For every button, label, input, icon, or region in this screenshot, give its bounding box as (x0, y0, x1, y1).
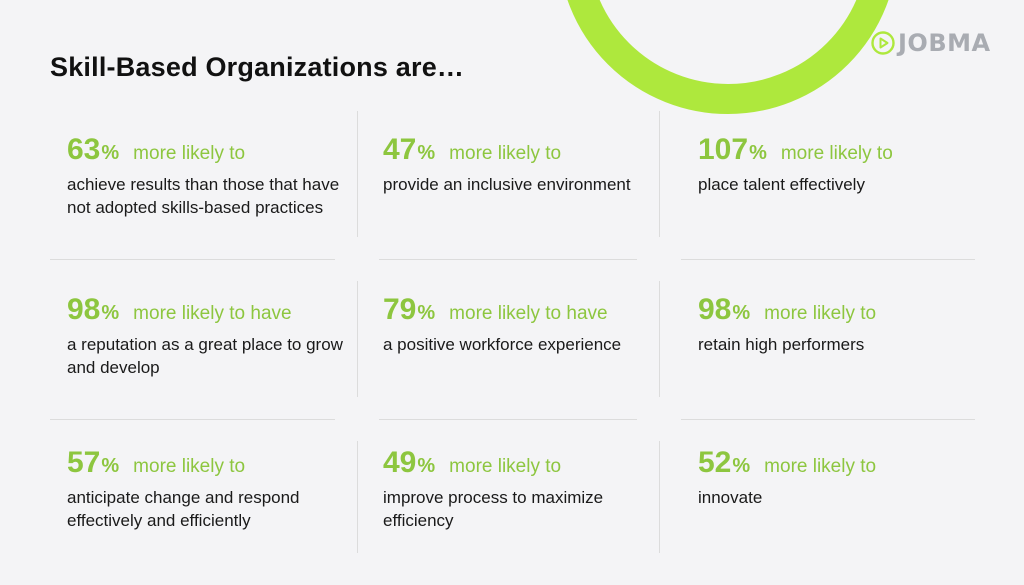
horizontal-divider (379, 259, 637, 260)
stat-value: 79 (383, 293, 417, 326)
vertical-divider (357, 281, 358, 397)
vertical-divider (659, 441, 660, 553)
stat-headline: 63% more likely to (67, 133, 347, 167)
stat-description: anticipate change and respond effectivel… (67, 488, 300, 530)
stat-card: 98% more likely to retain high performers (698, 293, 968, 356)
stat-value: 63 (67, 133, 101, 166)
stat-value: 52 (698, 446, 732, 479)
stat-unit: % (101, 142, 120, 164)
logo-text: JOBMA (898, 29, 991, 57)
stat-unit: % (417, 302, 436, 324)
stat-description: place talent effectively (698, 175, 865, 194)
stat-value: 98 (698, 293, 732, 326)
stat-description: provide an inclusive environment (383, 175, 631, 194)
horizontal-divider (50, 259, 335, 260)
stat-headline: 98% more likely to have (67, 293, 347, 327)
stat-card: 49% more likely to improve process to max… (383, 446, 648, 532)
stat-lead: more likely to (764, 303, 877, 324)
stat-value: 98 (67, 293, 101, 326)
stat-card: 98% more likely to have a reputation as a… (67, 293, 347, 379)
stat-lead: more likely to have (133, 303, 292, 324)
stat-headline: 98% more likely to (698, 293, 968, 327)
stat-unit: % (749, 142, 767, 164)
stat-headline: 49% more likely to (383, 446, 648, 480)
vertical-divider (659, 111, 660, 237)
stat-headline: 47% more likely to (383, 133, 648, 167)
stat-lead: more likely to (449, 143, 562, 164)
stat-description: achieve results than those that have not… (67, 175, 340, 217)
stat-value: 57 (67, 446, 101, 479)
horizontal-divider (681, 419, 975, 420)
horizontal-divider (379, 419, 637, 420)
stat-value: 49 (383, 446, 417, 479)
horizontal-divider (50, 419, 335, 420)
stat-lead: more likely to (764, 456, 877, 477)
vertical-divider (659, 281, 660, 397)
stat-lead: more likely to (449, 456, 562, 477)
stat-card: 47% more likely to provide an inclusive e… (383, 133, 648, 196)
horizontal-divider (681, 259, 975, 260)
stat-description: innovate (698, 488, 763, 507)
stat-description: retain high performers (698, 335, 865, 354)
stat-lead: more likely to have (449, 303, 608, 324)
stat-lead: more likely to (133, 456, 246, 477)
stat-unit: % (732, 302, 751, 324)
jobma-logo: JOBMA (870, 28, 991, 58)
stat-unit: % (101, 302, 120, 324)
stat-description: a positive workforce experience (383, 335, 622, 354)
stat-headline: 79% more likely to have (383, 293, 648, 327)
vertical-divider (357, 441, 358, 553)
stat-card: 57% more likely to anticipate change and … (67, 446, 347, 532)
stat-lead: more likely to (780, 143, 893, 164)
stat-unit: % (732, 455, 751, 477)
stat-headline: 52% more likely to (698, 446, 968, 480)
stat-card: 79% more likely to have a positive workfo… (383, 293, 648, 356)
stat-unit: % (101, 455, 120, 477)
stat-value: 47 (383, 133, 417, 166)
decorative-ring (558, 0, 898, 114)
stat-headline: 107% more likely to (698, 133, 968, 167)
play-circle-icon (871, 31, 895, 55)
stat-description: improve process to maximize efficiency (383, 488, 604, 530)
stat-unit: % (417, 455, 436, 477)
stat-card: 52% more likely to innovate (698, 446, 968, 509)
stat-lead: more likely to (133, 143, 246, 164)
stat-card: 63% more likely to achieve results than t… (67, 133, 347, 219)
stat-value: 107 (698, 133, 749, 166)
page-title: Skill-Based Organizations are… (50, 52, 465, 82)
stat-unit: % (417, 142, 436, 164)
stat-headline: 57% more likely to (67, 446, 347, 480)
vertical-divider (357, 111, 358, 237)
stat-card: 107% more likely to place talent effectiv… (698, 133, 968, 196)
stat-description: a reputation as a great place to grow an… (67, 335, 343, 377)
